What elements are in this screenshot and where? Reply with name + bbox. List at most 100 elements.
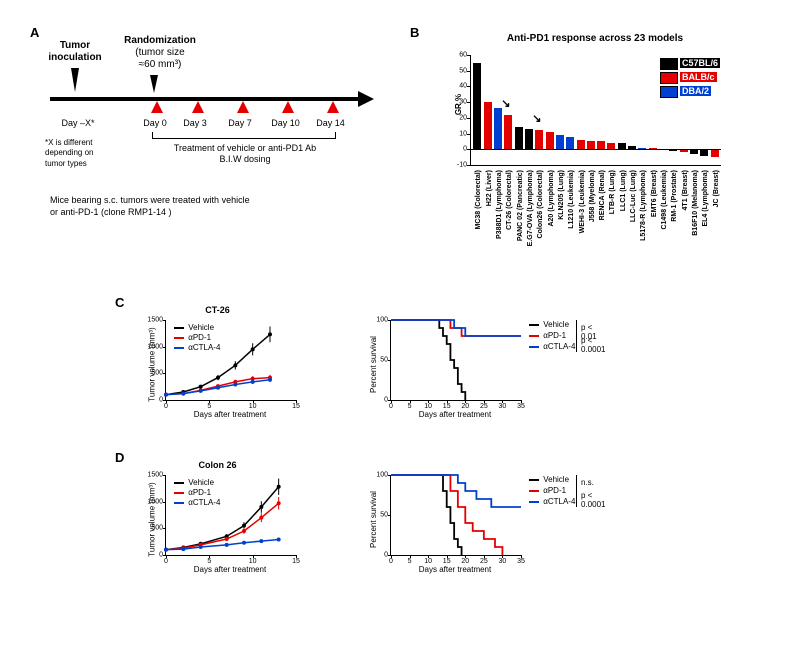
- y-tick-label: 20: [459, 114, 471, 121]
- bar-category-label: MC38 (Colorectal): [475, 170, 482, 230]
- bar-category-label: 4T1 (Breast): [682, 170, 689, 210]
- panel-c: CT-26 051015050010001500 Vehicle αPD-1 α…: [130, 305, 710, 455]
- bar: [535, 130, 543, 149]
- bar-category-label: PANC 02 (Pancreatic): [517, 170, 524, 241]
- x-tick: [428, 555, 429, 558]
- bottom-note: Mice bearing s.c. tumors were treated wi…: [50, 195, 250, 218]
- bar-category-label: P388D1 (Lymphoma): [496, 170, 503, 239]
- bar: [597, 141, 605, 149]
- plot-lines: [166, 475, 296, 555]
- series-legend: αPD-1: [174, 333, 211, 342]
- panel-a: Tumorinoculation Randomization(tumor siz…: [45, 35, 385, 235]
- bar: [473, 63, 481, 149]
- x-tick: [484, 555, 485, 558]
- panel-d-label: D: [115, 450, 124, 465]
- bar: [515, 127, 523, 149]
- series-legend: Vehicle: [529, 320, 569, 329]
- x-tick: [521, 400, 522, 403]
- x-axis-label: Days after treatment: [165, 410, 295, 419]
- day-label: Day 10: [263, 118, 308, 128]
- x-tick: [484, 400, 485, 403]
- x-tick: [410, 400, 411, 403]
- survival-plot-colon26: 05101520253035050100 Vehicle αPD-1 αCTLA…: [355, 460, 530, 565]
- series-legend: αCTLA-4: [174, 343, 220, 352]
- x-tick: [521, 555, 522, 558]
- bar-category-label: E.G7-OVA (Lymphoma): [527, 170, 534, 246]
- bar-category-label: CT-26 (Colorectal): [506, 170, 513, 230]
- bar-category-label: LTB-R (Lung): [609, 170, 616, 214]
- x-tick: [465, 555, 466, 558]
- y-tick-label: 40: [459, 83, 471, 90]
- pval-bracket: [576, 320, 577, 352]
- growth-plot-ct26: CT-26 051015050010001500 Vehicle αPD-1 α…: [130, 305, 305, 410]
- bar-category-label: H22 (Liver): [486, 170, 493, 206]
- y-axis-label: Tumor volume (mm³): [148, 482, 157, 556]
- series-legend: Vehicle: [529, 475, 569, 484]
- legend-swatch: [660, 86, 678, 98]
- dose-triangle-icon: [237, 101, 249, 113]
- bar-category-label: L1210 (Leukemia): [568, 170, 575, 229]
- legend-label: BALB/c: [680, 72, 717, 82]
- series-legend: αCTLA-4: [529, 497, 575, 506]
- dose-triangle-icon: [282, 101, 294, 113]
- series-legend: αPD-1: [174, 488, 211, 497]
- y-axis-label: GR %: [454, 94, 463, 115]
- zero-line: [471, 149, 721, 150]
- dose-triangle-icon: [151, 101, 163, 113]
- bar: [525, 129, 533, 149]
- legend-label: C57BL/6: [680, 58, 720, 68]
- y-tick: [163, 400, 166, 401]
- day-label: Day 0: [135, 118, 175, 128]
- series-legend: Vehicle: [174, 323, 214, 332]
- arrow-down-icon: [71, 68, 79, 92]
- pval-bracket: [576, 475, 577, 507]
- y-tick: [388, 400, 391, 401]
- panel-c-label: C: [115, 295, 124, 310]
- bar: [484, 102, 492, 149]
- x-tick: [253, 555, 254, 558]
- bar-category-label: L5178-R (Lymphoma): [640, 170, 647, 241]
- x-axis-label: Days after treatment: [390, 565, 520, 574]
- x-axis-label: Days after treatment: [165, 565, 295, 574]
- x-tick: [296, 400, 297, 403]
- x-tick: [391, 400, 392, 403]
- bar-category-label: Colon26 (Colorectal): [537, 170, 544, 238]
- y-axis-label: Percent survival: [369, 336, 378, 393]
- arrow-right-icon: [358, 91, 374, 107]
- treatment-bracket: [152, 132, 336, 139]
- panel-b-title: Anti-PD1 response across 23 models: [480, 33, 710, 44]
- bar: [504, 115, 512, 150]
- timeline-line: [50, 97, 360, 101]
- bar: [494, 108, 502, 149]
- series-legend: αPD-1: [529, 486, 566, 495]
- bar-category-label: J558 (Myeloma): [589, 170, 596, 222]
- x-axis-label: Days after treatment: [390, 410, 520, 419]
- plot-lines: [391, 320, 521, 400]
- plot-lines: [166, 320, 296, 400]
- x-tick: [502, 555, 503, 558]
- day-label: Day 3: [175, 118, 215, 128]
- bar: [587, 141, 595, 149]
- bar-category-label: WEHI-3 (Leukemia): [579, 170, 586, 233]
- legend-swatch: [660, 72, 678, 84]
- y-tick-label: 10: [459, 130, 471, 137]
- x-tick: [502, 400, 503, 403]
- x-tick: [166, 555, 167, 558]
- legend-swatch: [660, 58, 678, 70]
- panel-b-label: B: [410, 25, 419, 40]
- x-tick: [209, 555, 210, 558]
- figure-container: A Tumorinoculation Randomization(tumor s…: [20, 20, 780, 644]
- panel-d: Colon 26 051015050010001500 Vehicle αPD-…: [130, 460, 710, 610]
- bar-category-label: KLN205 (Lung): [558, 170, 565, 220]
- y-tick-label: 0: [463, 146, 471, 153]
- bar: [556, 135, 564, 149]
- plot-title: Colon 26: [130, 460, 305, 470]
- bar-category-label: A20 (Lymphoma): [548, 170, 555, 227]
- series-legend: αPD-1: [529, 331, 566, 340]
- legend-label: DBA/2: [680, 86, 711, 96]
- x-tick: [253, 400, 254, 403]
- growth-plot-colon26: Colon 26 051015050010001500 Vehicle αPD-…: [130, 460, 305, 565]
- bar-category-label: RENCA (Renal): [599, 170, 606, 220]
- bar-category-label: LLC1 (Lung): [620, 170, 627, 211]
- p-value-label: p < 0.0001: [581, 491, 605, 509]
